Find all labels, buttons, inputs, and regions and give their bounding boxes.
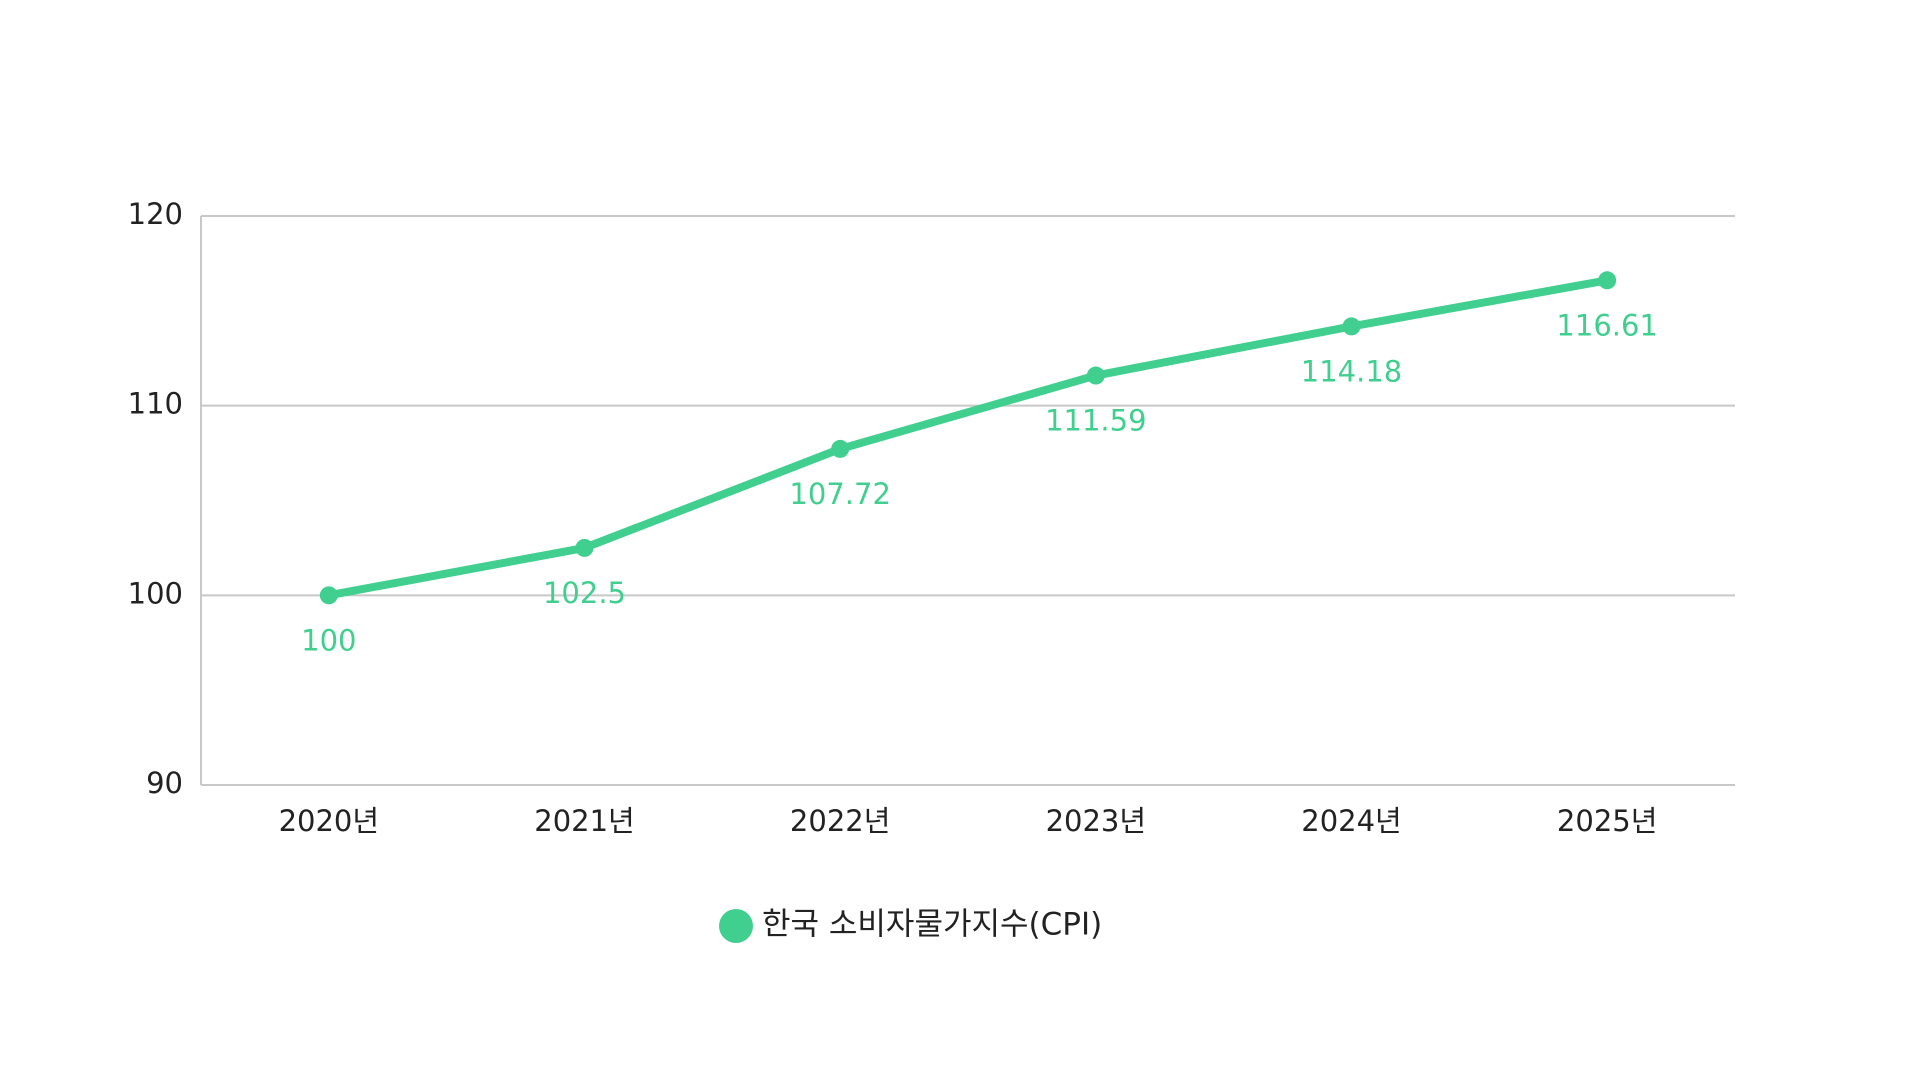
value-label: 116.61 (1556, 308, 1657, 342)
y-tick-label: 110 (128, 387, 183, 421)
value-label: 102.5 (543, 576, 626, 610)
x-tick-label: 2022년 (790, 804, 890, 838)
point (575, 538, 594, 557)
point (319, 586, 338, 605)
value-label: 114.18 (1301, 354, 1402, 388)
legend-marker (719, 909, 753, 943)
legend-label: 한국 소비자물가지수(CPI) (762, 907, 1102, 943)
line (324, 276, 1612, 600)
y-tick-label: 100 (128, 576, 183, 610)
x-tick-label: 2023년 (1046, 804, 1146, 838)
x-tick-label: 2024년 (1301, 804, 1401, 838)
value-label: 100 (301, 623, 356, 657)
value-label: 111.59 (1045, 404, 1146, 438)
x-tick-label: 2021년 (534, 804, 634, 838)
y-tick-label: 90 (146, 766, 183, 800)
point (1342, 317, 1361, 336)
point (1086, 366, 1105, 385)
value-label: 107.72 (789, 477, 890, 511)
point (831, 439, 850, 458)
x-tick-label: 2025년 (1557, 804, 1657, 838)
y-tick-label: 120 (128, 197, 183, 231)
point (1598, 271, 1617, 290)
x-tick-label: 2020년 (279, 804, 379, 838)
